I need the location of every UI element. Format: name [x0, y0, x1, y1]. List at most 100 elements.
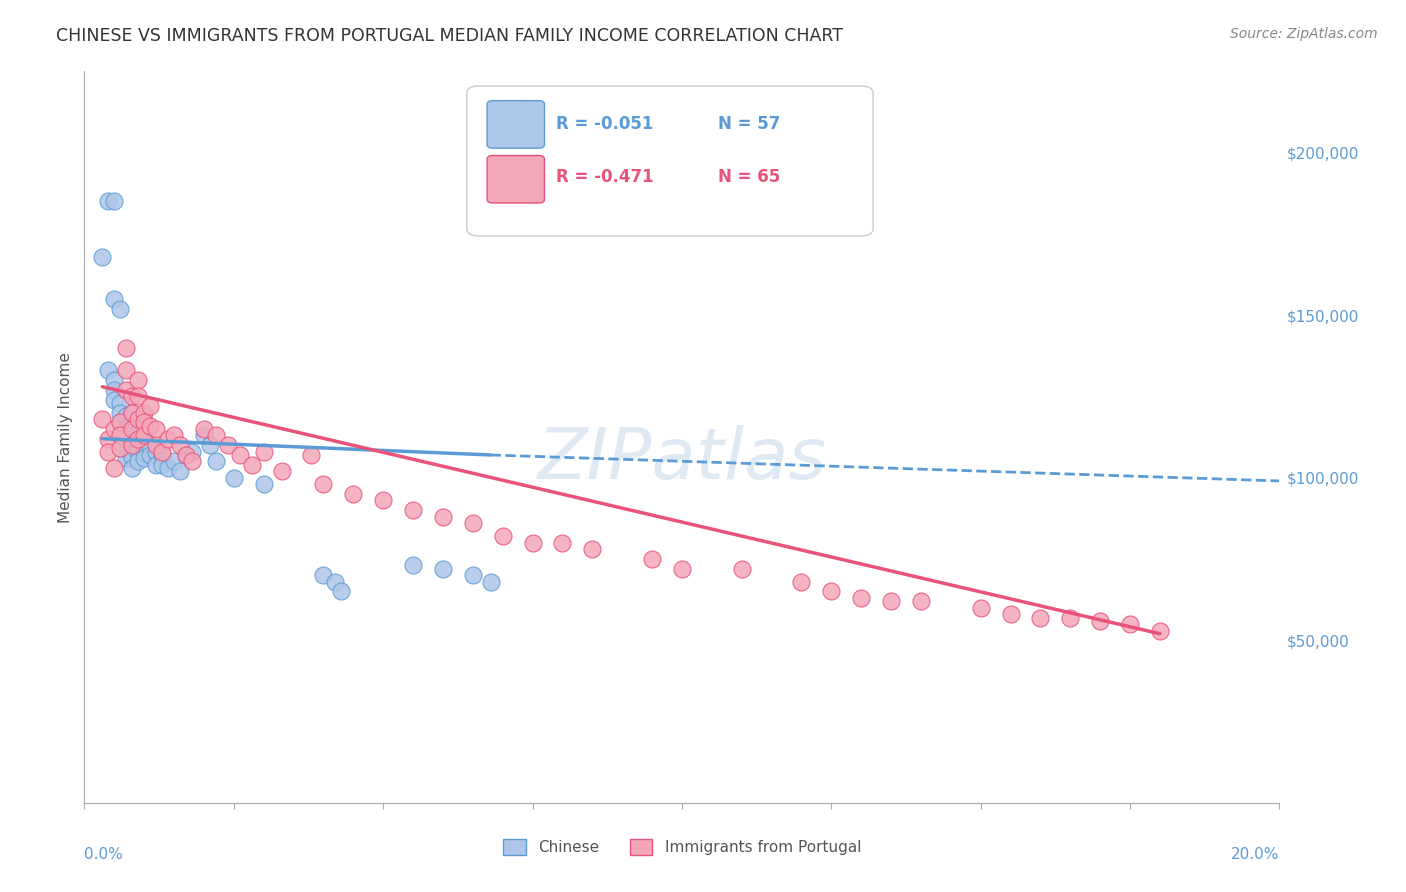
- Point: [110, 416, 132, 430]
- Point: [193, 422, 215, 436]
- Point: [103, 292, 125, 306]
- Point: [132, 451, 156, 466]
- Point: [169, 464, 191, 478]
- Point: [145, 438, 167, 452]
- Point: [115, 422, 138, 436]
- Point: [127, 432, 149, 446]
- Point: [110, 442, 132, 456]
- Point: [581, 542, 603, 557]
- Point: [217, 438, 239, 452]
- Point: [115, 432, 138, 446]
- Point: [157, 461, 180, 475]
- Point: [880, 594, 903, 608]
- Point: [103, 422, 125, 436]
- Point: [312, 477, 335, 491]
- Point: [127, 438, 149, 452]
- Point: [205, 454, 228, 468]
- Point: [145, 422, 167, 436]
- Point: [228, 448, 252, 462]
- Point: [121, 438, 143, 452]
- Point: [121, 422, 143, 436]
- Point: [198, 438, 221, 452]
- Point: [240, 458, 263, 472]
- Point: [127, 454, 149, 468]
- Point: [132, 428, 156, 442]
- Point: [461, 516, 484, 531]
- Point: [115, 383, 138, 397]
- Point: [181, 444, 204, 458]
- Point: [121, 389, 143, 403]
- Point: [820, 584, 842, 599]
- Point: [121, 406, 143, 420]
- Point: [110, 428, 132, 442]
- Legend: Chinese, Immigrants from Portugal: Chinese, Immigrants from Portugal: [496, 833, 868, 861]
- Point: [139, 448, 162, 462]
- Point: [492, 529, 515, 543]
- Point: [139, 418, 162, 433]
- Text: N = 57: N = 57: [718, 115, 780, 133]
- Point: [121, 448, 143, 462]
- Point: [110, 396, 132, 410]
- Point: [461, 568, 484, 582]
- FancyBboxPatch shape: [486, 155, 544, 203]
- Point: [150, 448, 173, 462]
- Point: [1059, 610, 1081, 624]
- Point: [270, 464, 292, 478]
- Point: [193, 428, 215, 442]
- Point: [402, 503, 425, 517]
- Point: [97, 444, 120, 458]
- Point: [163, 428, 186, 442]
- Point: [103, 373, 125, 387]
- Point: [312, 568, 335, 582]
- Point: [121, 406, 143, 420]
- Point: [103, 383, 125, 397]
- Point: [121, 438, 143, 452]
- Point: [127, 432, 149, 446]
- Point: [110, 301, 132, 316]
- Point: [181, 454, 204, 468]
- Point: [103, 392, 125, 407]
- FancyBboxPatch shape: [486, 101, 544, 148]
- Point: [522, 535, 544, 549]
- Point: [115, 409, 138, 423]
- Point: [115, 451, 138, 466]
- Text: Source: ZipAtlas.com: Source: ZipAtlas.com: [1230, 27, 1378, 41]
- Point: [970, 600, 993, 615]
- Point: [121, 432, 143, 446]
- Point: [325, 574, 347, 589]
- Point: [110, 416, 132, 430]
- Point: [97, 432, 120, 446]
- Point: [150, 458, 173, 472]
- Point: [1029, 610, 1052, 624]
- Point: [139, 399, 162, 413]
- Point: [127, 444, 149, 458]
- Point: [127, 389, 149, 403]
- Text: 20.0%: 20.0%: [1232, 847, 1279, 862]
- Point: [91, 412, 114, 426]
- Point: [132, 428, 156, 442]
- Point: [432, 562, 454, 576]
- Point: [139, 438, 162, 452]
- Point: [150, 444, 173, 458]
- Text: 0.0%: 0.0%: [84, 847, 124, 862]
- Point: [671, 562, 693, 576]
- Point: [551, 535, 574, 549]
- Point: [157, 432, 180, 446]
- Point: [127, 412, 149, 426]
- Point: [132, 444, 156, 458]
- Point: [479, 574, 502, 589]
- Point: [222, 471, 245, 485]
- FancyBboxPatch shape: [467, 86, 873, 236]
- Text: N = 65: N = 65: [718, 169, 780, 186]
- Point: [121, 451, 143, 466]
- Point: [103, 194, 125, 209]
- Y-axis label: Median Family Income: Median Family Income: [58, 351, 73, 523]
- Text: R = -0.051: R = -0.051: [557, 115, 654, 133]
- Point: [1119, 617, 1142, 632]
- Text: CHINESE VS IMMIGRANTS FROM PORTUGAL MEDIAN FAMILY INCOME CORRELATION CHART: CHINESE VS IMMIGRANTS FROM PORTUGAL MEDI…: [56, 27, 844, 45]
- Point: [132, 406, 156, 420]
- Point: [1090, 614, 1112, 628]
- Point: [121, 461, 143, 475]
- Point: [121, 418, 143, 433]
- Point: [301, 448, 323, 462]
